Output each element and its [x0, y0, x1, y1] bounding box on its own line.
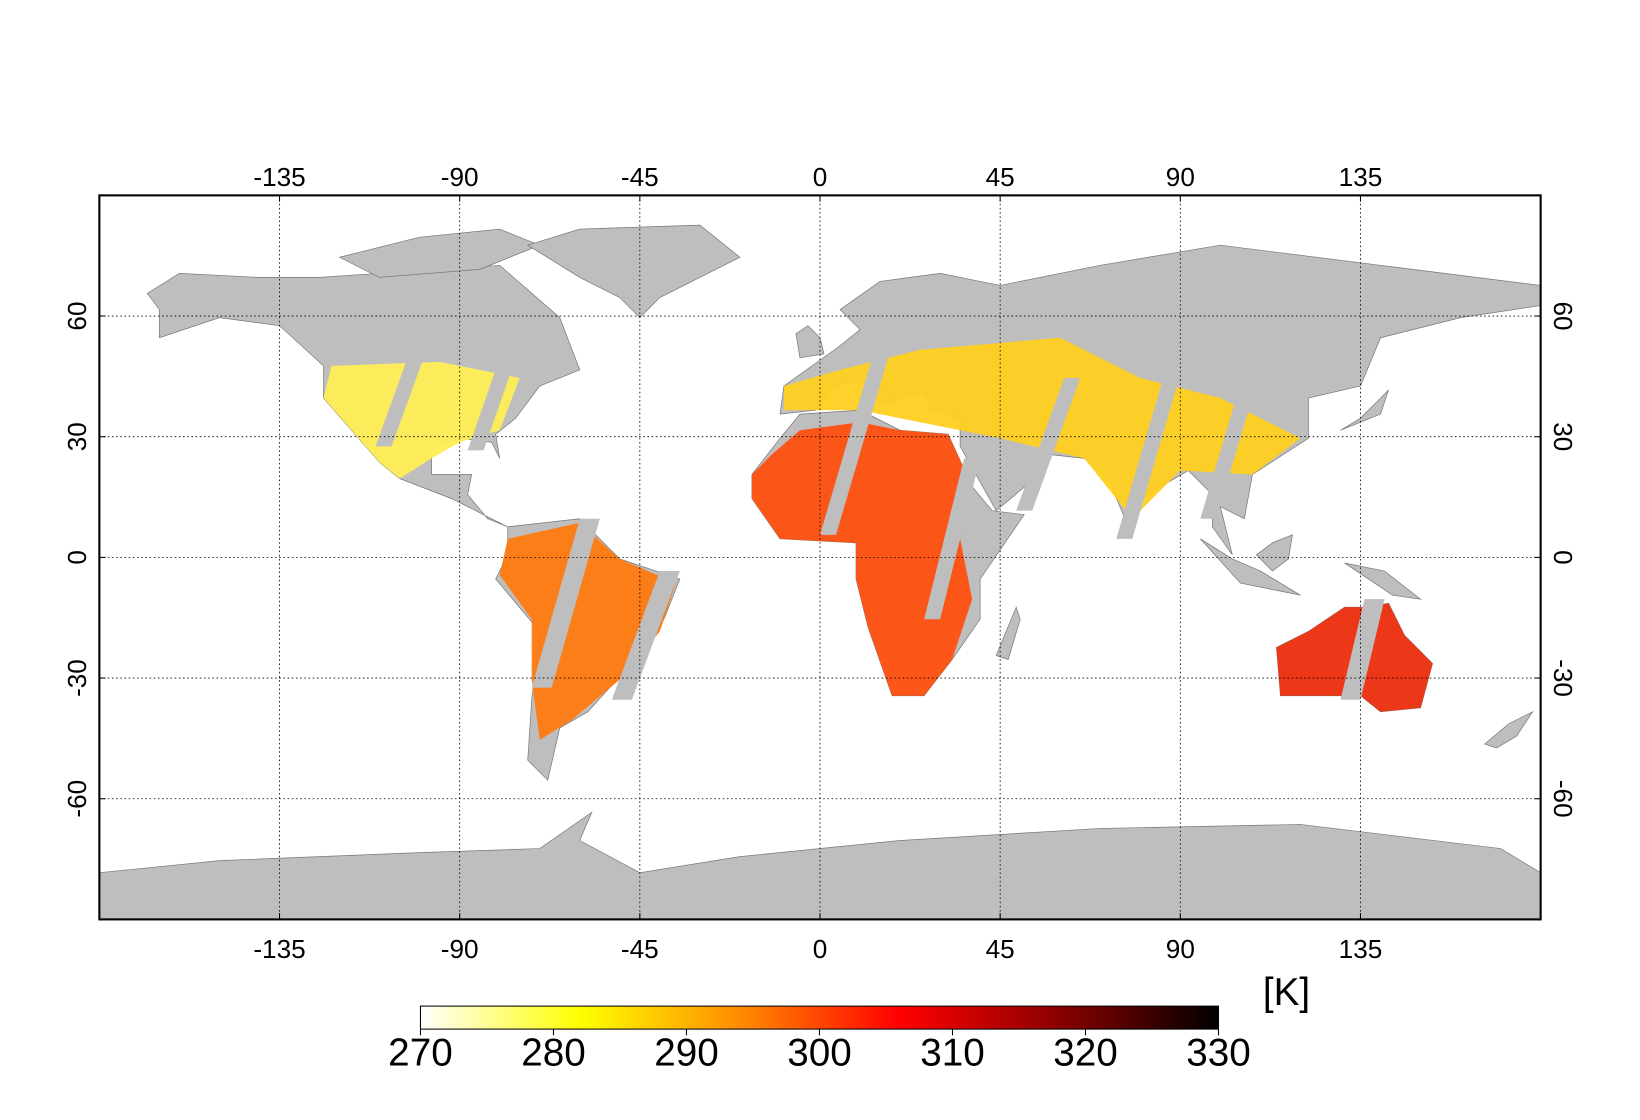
madagascar — [996, 607, 1020, 659]
y-tick-label: 60 — [62, 302, 92, 331]
new-guinea — [1344, 563, 1420, 599]
x-tick-label: 90 — [1166, 162, 1195, 192]
y-tick-label: 30 — [1548, 422, 1578, 451]
indonesia — [1200, 539, 1300, 595]
x-tick-label: -90 — [441, 934, 479, 964]
gap — [820, 357, 889, 535]
y-tick-label: 60 — [1548, 302, 1578, 331]
gap — [1340, 599, 1385, 700]
x-tick-label: -45 — [621, 162, 659, 192]
borneo — [1256, 535, 1292, 571]
x-tick-label: 45 — [986, 934, 1015, 964]
y-tick-label: 30 — [62, 422, 92, 451]
colorbar-tick-label: 330 — [1186, 1032, 1251, 1075]
y-tick-label: -30 — [62, 659, 92, 697]
x-tick-label: 90 — [1166, 934, 1195, 964]
y-tick-label: 0 — [1548, 550, 1578, 565]
y-tick-label: -30 — [1548, 659, 1578, 697]
gap — [611, 571, 680, 700]
gap — [1016, 377, 1081, 511]
arctic-islands — [340, 229, 540, 277]
colorbar-tick-label: 270 — [388, 1032, 453, 1075]
greenland — [528, 225, 740, 318]
colorbar — [419, 1005, 1220, 1030]
colorbar-tick-label: 300 — [787, 1032, 852, 1075]
gap — [531, 518, 600, 688]
data-gaps — [375, 357, 1385, 700]
gap — [1116, 373, 1181, 539]
x-tick-label: 135 — [1339, 162, 1383, 192]
y-tick-label: 0 — [62, 550, 92, 565]
heat-north-america — [323, 361, 520, 479]
colorbar-unit: [K] — [1263, 971, 1310, 1014]
gap — [375, 357, 424, 447]
x-tick-label: 135 — [1339, 934, 1383, 964]
plot-frame — [98, 194, 1542, 921]
x-tick-label: -45 — [621, 934, 659, 964]
antarctica — [99, 812, 1541, 920]
y-tick-label: -60 — [62, 780, 92, 818]
japan — [1340, 390, 1388, 430]
heat-africa — [751, 422, 973, 696]
colorbar-tick-label: 280 — [521, 1032, 586, 1075]
axes: -135 -135 -90 -90 -45 -45 0 0 45 45 90 90 135 135 -60 -… — [62, 162, 1578, 1075]
x-tick-label: 0 — [813, 934, 828, 964]
colorbar-tick-label: 310 — [920, 1032, 985, 1075]
colorbar-tick-label: 320 — [1053, 1032, 1118, 1075]
y-tick-label: -60 — [1548, 780, 1578, 818]
gap — [924, 458, 981, 620]
x-tick-label: -135 — [253, 162, 305, 192]
gap — [1200, 369, 1261, 519]
x-tick-label: -90 — [441, 162, 479, 192]
x-tick-label: 0 — [813, 162, 828, 192]
heat-europe — [783, 337, 1301, 519]
x-tick-label: 45 — [986, 162, 1015, 192]
x-tick-label: -135 — [253, 934, 305, 964]
gap — [467, 357, 516, 451]
new-zealand — [1485, 712, 1533, 748]
colorbar-tick-label: 290 — [654, 1032, 719, 1075]
